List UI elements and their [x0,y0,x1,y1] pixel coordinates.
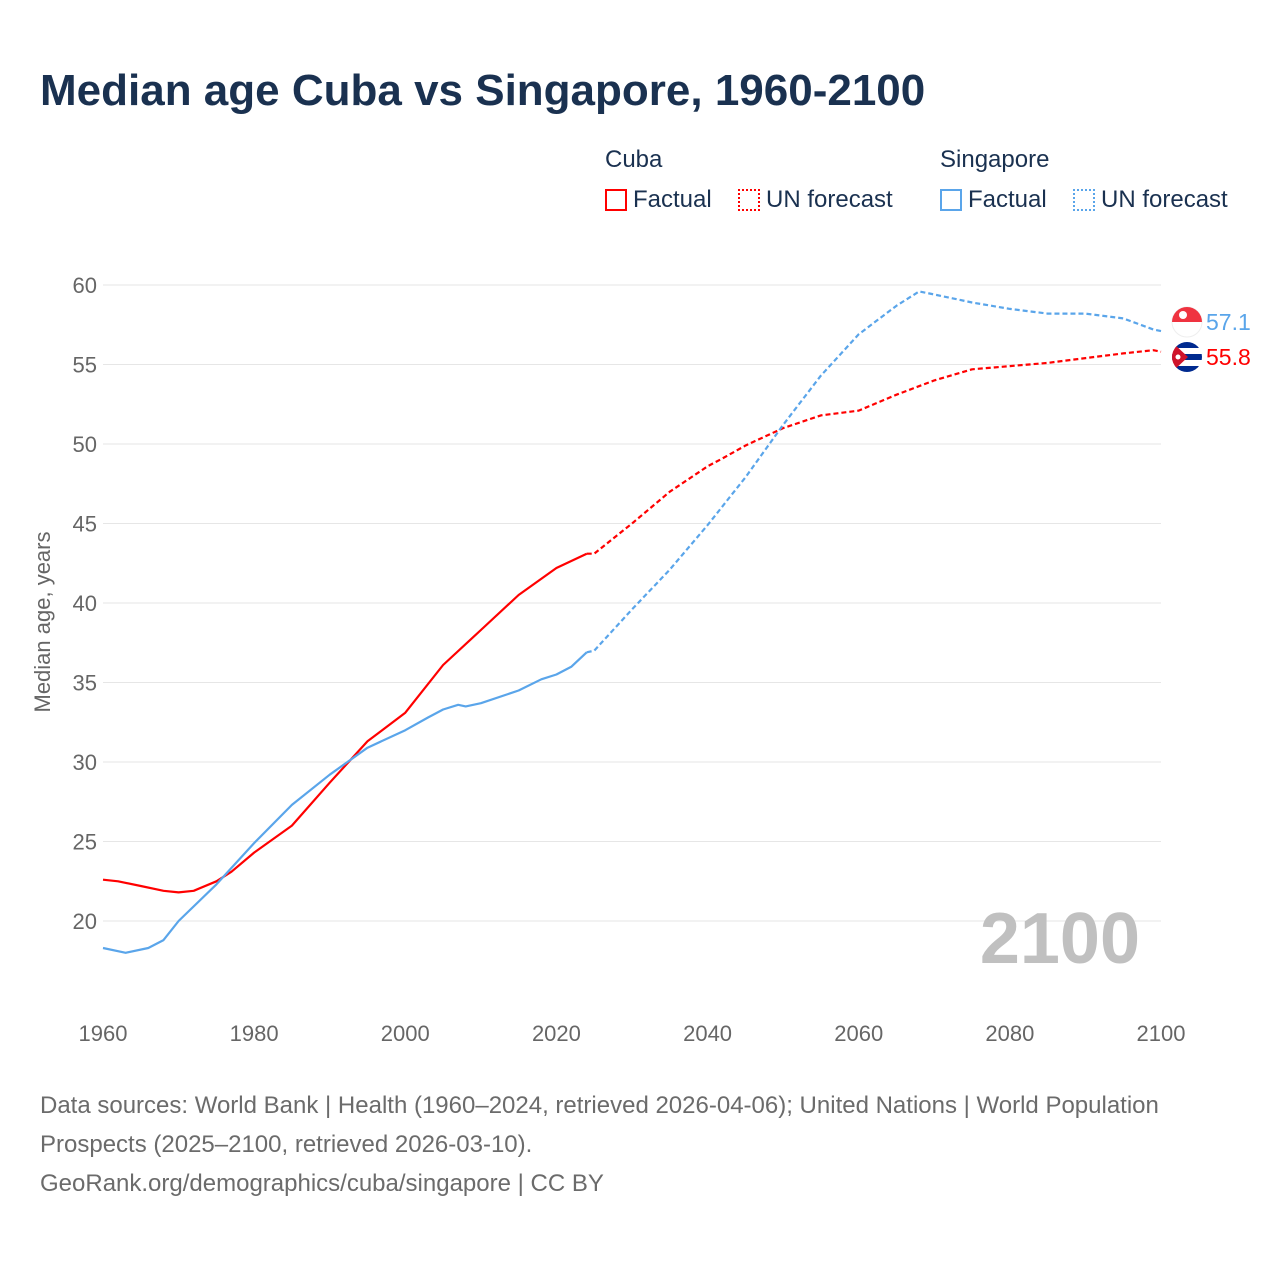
y-tick-label: 45 [73,512,97,537]
y-tick-label: 40 [73,591,97,616]
credit-link[interactable]: GeoRank.org/demographics/cuba/singapore … [40,1170,604,1197]
legend-cuba-forecast[interactable]: UN forecast [738,186,893,214]
chart-title: Median age Cuba vs Singapore, 1960-2100 [40,66,926,115]
x-tick-label: 2100 [1137,1021,1186,1046]
legend-cuba-factual[interactable]: Factual [605,186,712,214]
flag-body [1172,342,1202,372]
year-watermark: 2100 [980,899,1140,979]
footer: Data sources: World Bank | Health (1960–… [40,1086,1240,1203]
legend-label: UN forecast [766,186,893,213]
legend-swatch-solid [940,189,962,211]
legend-label: Factual [633,186,712,213]
end-label-singapore: 57.1 [1206,309,1251,335]
series-singapore-factual-line [102,651,588,954]
y-tick-label: 60 [73,273,97,298]
y-tick-label: 35 [73,671,97,696]
x-tick-label: 2020 [532,1021,581,1046]
y-tick-label: 55 [73,353,97,378]
legend-singapore-factual[interactable]: Factual [940,186,1047,214]
y-tick-label: 25 [73,830,97,855]
y-tick-label: 30 [73,750,97,775]
flag-stripe [1172,342,1202,348]
legend-swatch-dotted [1073,189,1095,211]
series-singapore-forecast-line [586,290,1162,654]
x-tick-label: 2000 [381,1021,430,1046]
flag-red-half [1172,307,1202,322]
x-tick-label: 2080 [985,1021,1034,1046]
legend-swatch-dotted [738,189,760,211]
flag-stripe [1172,366,1202,372]
legend-label: Factual [968,186,1047,213]
y-tick-label: 50 [73,432,97,457]
x-tick-label: 1960 [79,1021,128,1046]
legend-group-singapore: Singapore [940,146,1050,173]
legend-swatch-solid [605,189,627,211]
singapore-flag-icon [1171,306,1203,338]
x-tick-label: 2060 [834,1021,883,1046]
flag-star [1175,354,1181,360]
series-cuba-factual-line [102,552,588,894]
y-tick-label: 20 [73,909,97,934]
x-tick-label: 2040 [683,1021,732,1046]
legend-label: UN forecast [1101,186,1228,213]
cuba-flag-icon [1172,342,1202,372]
x-tick-label: 1980 [230,1021,279,1046]
legend-singapore-forecast[interactable]: UN forecast [1073,186,1228,214]
legend-group-cuba: Cuba [605,146,663,173]
end-label-cuba: 55.8 [1206,344,1251,370]
y-axis-label: Median age, years [30,532,55,713]
flag-crescent [1179,311,1187,319]
series-cuba-forecast-line [586,349,1162,555]
line-chart: 20 25 30 35 40 45 50 55 60 1960 1980 2000 2020 2040 20… [30,273,1251,1046]
data-sources: Data sources: World Bank | Health (1960–… [40,1092,1159,1158]
